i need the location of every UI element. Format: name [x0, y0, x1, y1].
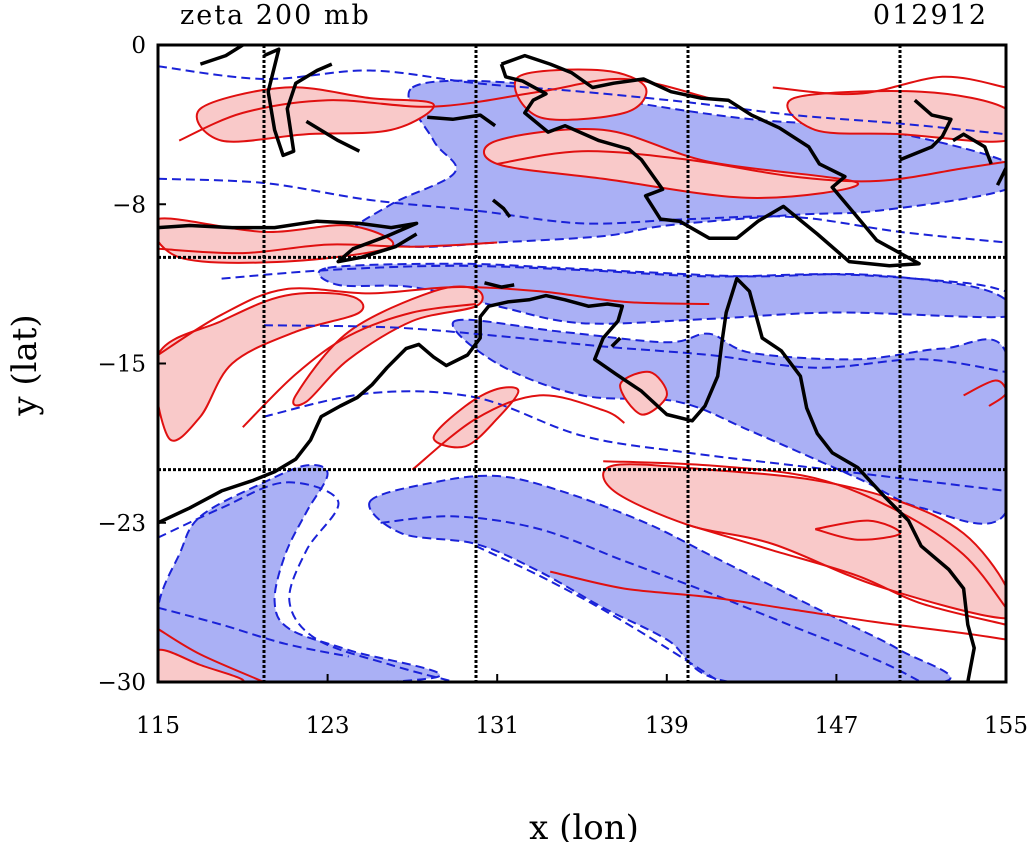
- coastline: [305, 119, 361, 153]
- coastline: [610, 336, 622, 348]
- positive-contour-line: [772, 75, 1006, 96]
- positive-contour-line: [411, 394, 625, 471]
- negative-contour-line: [158, 606, 349, 658]
- negative-contour-line: [158, 481, 456, 682]
- positive-contour-line: [549, 570, 1006, 641]
- positive-contour-line: [158, 628, 265, 682]
- y-tick-label: −15: [97, 352, 146, 378]
- coastline: [263, 47, 333, 158]
- x-tick-label: 147: [814, 713, 858, 739]
- y-tick-label: −23: [97, 511, 146, 537]
- positive-contour-line: [963, 379, 1006, 407]
- coastline-layer: [158, 45, 1006, 682]
- y-tick-label: 0: [131, 33, 146, 59]
- y-tick-label: −8: [112, 192, 146, 218]
- positive-vorticity-region: [786, 90, 1006, 143]
- positive-contour-line: [497, 150, 1006, 183]
- negative-contour-line: [263, 390, 1006, 492]
- positive-vorticity-fill-layer: [158, 68, 1006, 682]
- grid-layer: [158, 45, 1006, 682]
- coastline: [499, 53, 921, 268]
- x-axis-ticks: 115 123 131 139 147 155: [136, 674, 1028, 739]
- coastline: [158, 276, 976, 682]
- positive-contour-line: [158, 241, 498, 255]
- coastline: [199, 45, 244, 66]
- x-tick-label: 139: [645, 713, 689, 739]
- coastline: [427, 113, 497, 128]
- x-tick-label: 123: [306, 713, 350, 739]
- negative-contour-line: [263, 324, 1006, 373]
- x-tick-label: 115: [136, 713, 180, 739]
- coastline: [899, 98, 953, 162]
- coastline: [952, 132, 993, 165]
- positive-contour-line: [178, 77, 710, 142]
- run-id-label: 012912: [873, 0, 988, 31]
- positive-vorticity-region: [482, 128, 859, 199]
- negative-contour-line: [158, 177, 1006, 244]
- coastline: [484, 281, 515, 289]
- x-axis-label: x (lon): [529, 808, 639, 842]
- positive-contour-line: [603, 460, 1006, 609]
- negative-contour-line: [380, 515, 922, 682]
- x-tick-label: 155: [984, 713, 1028, 739]
- negative-contour-line: [475, 545, 721, 682]
- positive-vorticity-region: [158, 291, 365, 442]
- positive-vorticity-region: [158, 648, 245, 682]
- chart-title: zeta 200 mb: [180, 0, 371, 31]
- positive-vorticity-region: [602, 463, 1006, 620]
- positive-contour-line: [158, 286, 710, 356]
- positive-vorticity-region: [195, 86, 435, 143]
- x-tick-label: 131: [475, 713, 519, 739]
- coastline: [491, 198, 512, 219]
- coastline: [158, 219, 419, 264]
- y-tick-label: −30: [97, 670, 146, 696]
- station-marker-label: F2: [254, 36, 269, 49]
- plot-area: F2: [158, 36, 1006, 682]
- negative-contour-line: [221, 264, 1006, 293]
- positive-contour-layer: [158, 75, 1006, 682]
- negative-vorticity-region: [368, 474, 952, 682]
- positive-contour-line: [687, 523, 1006, 626]
- positive-contour-line: [814, 519, 902, 541]
- y-axis-ticks: 0 −8 −15 −23 −30: [97, 33, 166, 696]
- y-axis-label: y (lat): [5, 314, 45, 416]
- negative-contour-layer: [158, 65, 1006, 682]
- negative-contour-line: [158, 65, 1006, 136]
- positive-contour-line: [242, 303, 477, 428]
